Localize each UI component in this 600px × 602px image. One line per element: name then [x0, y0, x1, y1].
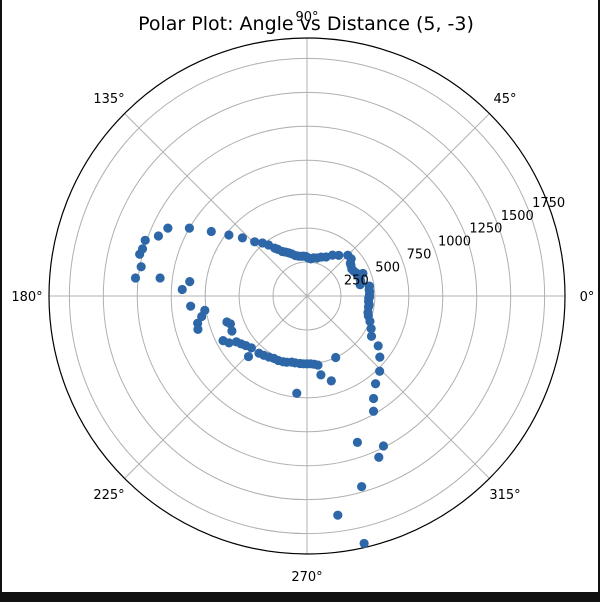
- data-point: [378, 441, 389, 451]
- data-point: [135, 249, 145, 259]
- data-point: [136, 262, 146, 272]
- data-point: [373, 341, 383, 351]
- angle-tick-label: 180°: [11, 290, 42, 305]
- radial-tick-label: 500: [375, 261, 400, 276]
- angle-tick-label: 315°: [489, 488, 520, 503]
- chart-title: Polar Plot: Angle vs Distance (5, -3): [138, 13, 474, 35]
- data-point: [375, 352, 385, 362]
- angular-gridline-135: [124, 113, 308, 297]
- scatter-points: [130, 223, 389, 549]
- data-point: [357, 481, 367, 492]
- angle-tick-label: 270°: [291, 570, 322, 585]
- radial-tick-label: 1750: [532, 196, 565, 211]
- radial-tick-label: 250: [344, 274, 369, 289]
- data-point: [313, 360, 323, 370]
- angle-tick-label: 225°: [93, 488, 124, 503]
- data-point: [370, 379, 381, 389]
- data-point: [184, 223, 195, 233]
- angle-tick-label: 0°: [580, 290, 595, 305]
- data-point: [343, 250, 353, 260]
- tick-labels: 0° 45° 90° 135° 180° 225° 270° 315° 250 500 750 100…: [11, 10, 594, 585]
- data-point: [352, 437, 362, 447]
- data-point: [186, 301, 196, 311]
- polar-spine: [48, 37, 566, 555]
- left-border: [0, 0, 2, 602]
- angle-tick-label: 90°: [295, 10, 318, 25]
- data-point: [331, 352, 341, 363]
- angular-gridline-45: [306, 113, 490, 297]
- radial-tick-label: 1000: [438, 235, 471, 250]
- data-point: [206, 226, 216, 237]
- data-point: [243, 351, 254, 362]
- bottom-border: [0, 592, 600, 602]
- data-point: [155, 273, 165, 283]
- data-point: [225, 319, 236, 329]
- data-point: [130, 273, 141, 283]
- data-point: [193, 324, 203, 334]
- data-point: [237, 233, 248, 243]
- data-point: [333, 510, 343, 520]
- data-point: [316, 370, 326, 380]
- data-point: [257, 238, 268, 248]
- data-point: [374, 452, 384, 462]
- angular-gridline-315: [306, 295, 490, 479]
- radial-tick-label: 1500: [501, 209, 534, 224]
- data-point: [224, 338, 234, 348]
- angle-tick-label: 45°: [493, 92, 516, 107]
- data-point: [292, 388, 302, 398]
- data-point: [375, 366, 385, 376]
- radial-tick-label: 1250: [469, 222, 502, 237]
- data-point: [368, 393, 379, 404]
- data-point: [185, 277, 195, 287]
- right-border: [598, 0, 600, 602]
- data-point: [246, 343, 256, 353]
- data-point: [197, 311, 207, 322]
- data-point: [326, 376, 336, 386]
- data-point: [177, 284, 187, 295]
- data-point: [227, 326, 237, 336]
- data-point: [359, 538, 369, 549]
- angle-tick-label: 135°: [93, 92, 124, 107]
- radial-tick-label: 750: [407, 248, 432, 263]
- data-point: [364, 281, 374, 291]
- data-point: [140, 235, 150, 245]
- data-point: [366, 331, 377, 341]
- data-point: [153, 231, 164, 241]
- data-point: [368, 406, 379, 416]
- data-point: [163, 223, 173, 233]
- data-point: [250, 237, 260, 247]
- data-point: [366, 324, 376, 334]
- angular-gridline-225: [124, 295, 308, 479]
- grid-layer: [48, 37, 566, 555]
- data-point: [224, 230, 234, 240]
